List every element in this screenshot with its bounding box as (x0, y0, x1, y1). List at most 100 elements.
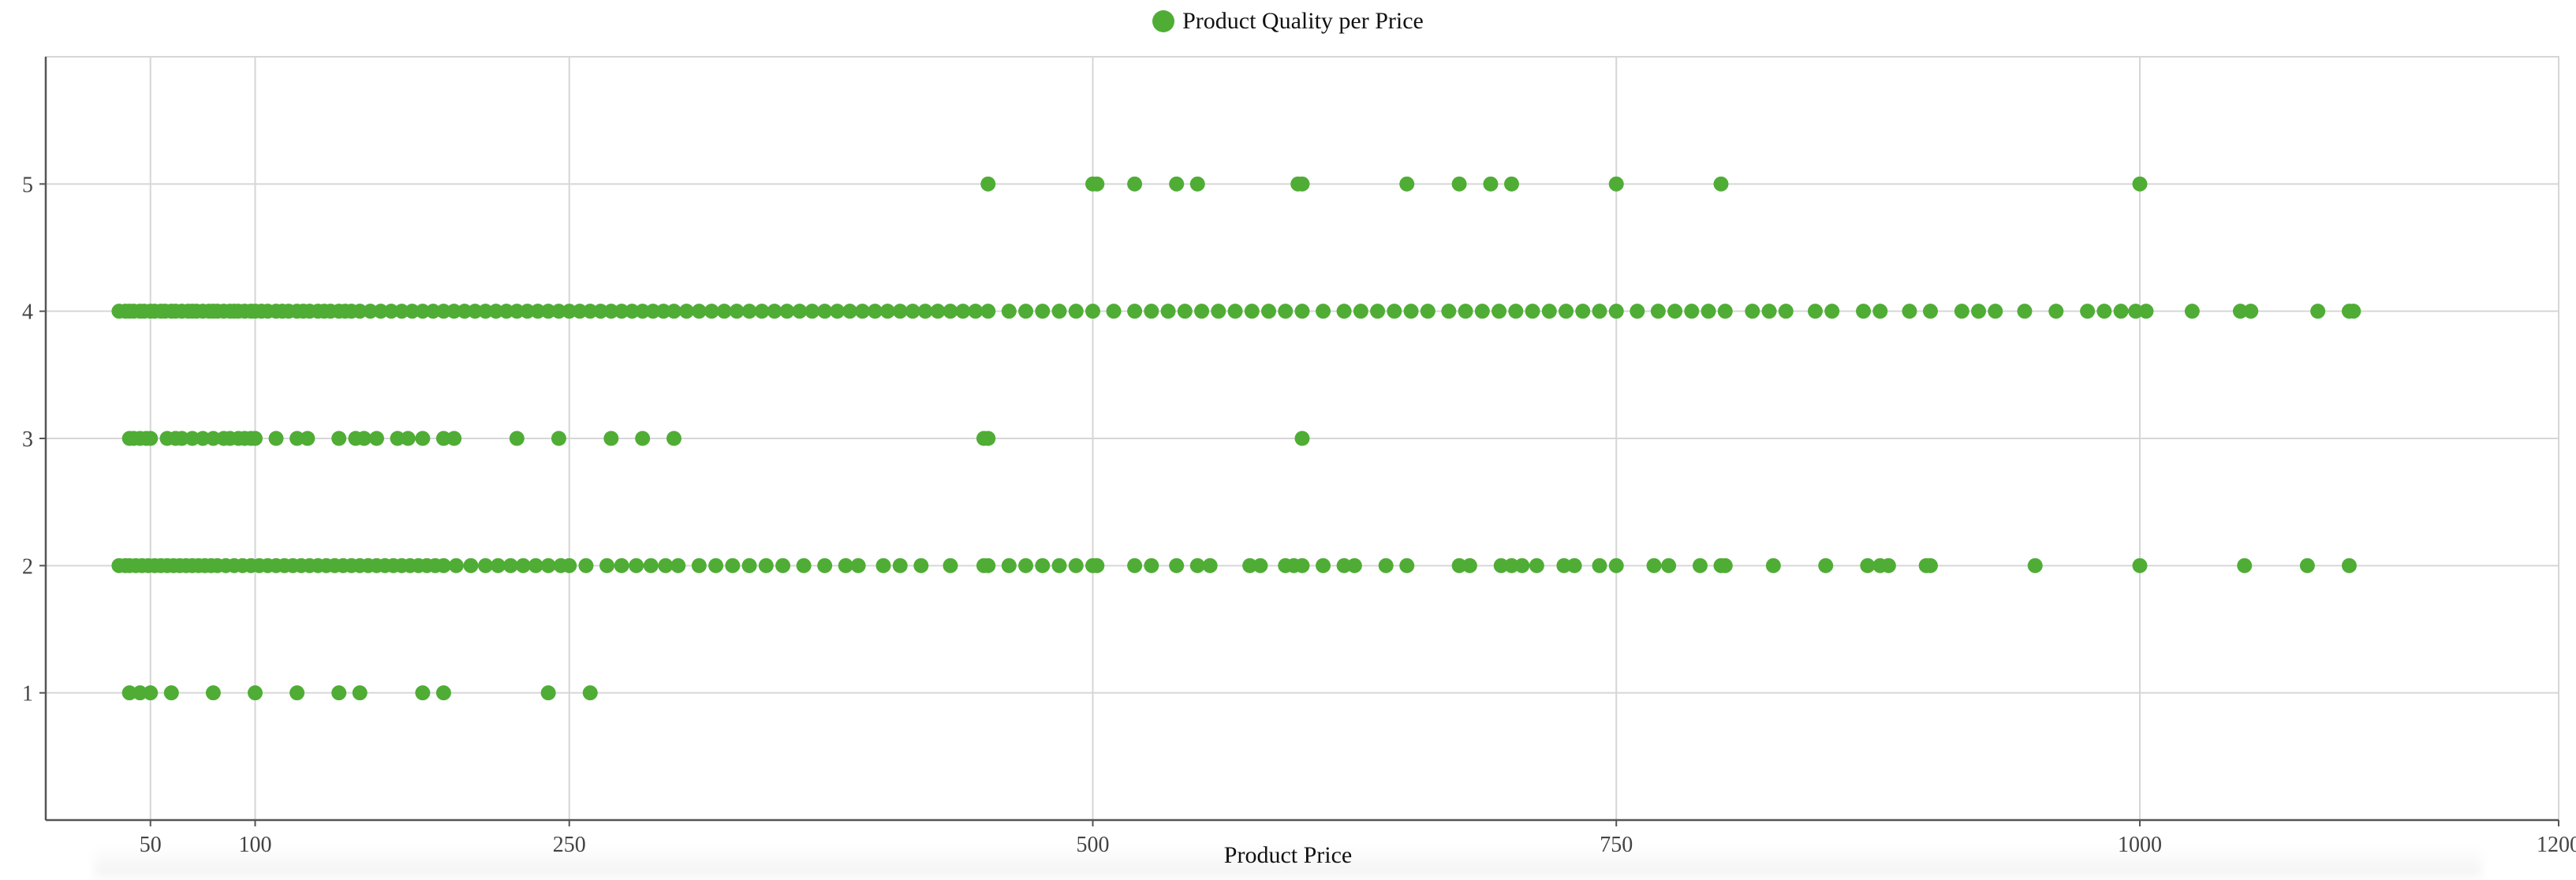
data-point[interactable] (1378, 557, 1394, 573)
data-point[interactable] (1294, 304, 1310, 319)
data-point[interactable] (1420, 304, 1435, 319)
data-point[interactable] (1127, 304, 1143, 319)
data-point[interactable] (509, 304, 525, 319)
data-point[interactable] (2243, 304, 2259, 319)
data-point[interactable] (352, 685, 368, 701)
data-point[interactable] (502, 557, 518, 573)
data-point[interactable] (708, 557, 724, 573)
data-point[interactable] (435, 304, 451, 319)
data-point[interactable] (1529, 557, 1544, 573)
data-point[interactable] (1860, 557, 1876, 573)
data-point[interactable] (498, 304, 514, 319)
data-point[interactable] (1242, 557, 1258, 573)
data-point[interactable] (1051, 304, 1067, 319)
data-point[interactable] (1661, 557, 1677, 573)
data-point[interactable] (805, 304, 820, 319)
data-point[interactable] (425, 304, 441, 319)
data-point[interactable] (2237, 557, 2253, 573)
data-point[interactable] (572, 304, 588, 319)
data-point[interactable] (490, 557, 506, 573)
data-point[interactable] (1370, 304, 1386, 319)
data-point[interactable] (289, 431, 305, 446)
data-point[interactable] (817, 557, 833, 573)
data-point[interactable] (968, 304, 984, 319)
data-point[interactable] (1514, 557, 1530, 573)
data-point[interactable] (582, 685, 598, 701)
data-point[interactable] (368, 431, 384, 446)
data-point[interactable] (1001, 557, 1017, 573)
data-point[interactable] (582, 304, 598, 319)
data-point[interactable] (754, 304, 770, 319)
data-point[interactable] (955, 304, 971, 319)
data-point[interactable] (562, 557, 577, 573)
data-point[interactable] (1872, 304, 1888, 319)
data-point[interactable] (716, 304, 732, 319)
data-point[interactable] (1169, 557, 1185, 573)
data-point[interactable] (2096, 304, 2112, 319)
data-point[interactable] (530, 304, 546, 319)
data-point[interactable] (1035, 304, 1051, 319)
data-point[interactable] (1018, 304, 1034, 319)
data-point[interactable] (917, 304, 933, 319)
data-point[interactable] (1387, 304, 1402, 319)
data-point[interactable] (775, 557, 791, 573)
data-point[interactable] (1227, 304, 1243, 319)
data-point[interactable] (892, 557, 908, 573)
data-point[interactable] (678, 304, 694, 319)
data-point[interactable] (551, 431, 566, 446)
data-point[interactable] (143, 431, 159, 446)
data-point[interactable] (121, 685, 137, 701)
data-point[interactable] (1491, 304, 1507, 319)
data-point[interactable] (943, 304, 958, 319)
data-point[interactable] (1316, 557, 1331, 573)
data-point[interactable] (875, 557, 891, 573)
data-point[interactable] (850, 557, 866, 573)
data-point[interactable] (1646, 557, 1662, 573)
data-point[interactable] (1508, 304, 1524, 319)
data-point[interactable] (1294, 176, 1310, 192)
data-point[interactable] (1261, 304, 1277, 319)
data-point[interactable] (435, 557, 451, 573)
data-point[interactable] (1954, 304, 1969, 319)
data-point[interactable] (467, 304, 483, 319)
data-point[interactable] (435, 431, 451, 446)
data-point[interactable] (1244, 304, 1260, 319)
data-point[interactable] (1592, 557, 1607, 573)
data-point[interactable] (2128, 304, 2144, 319)
data-point[interactable] (1144, 557, 1159, 573)
data-point[interactable] (1089, 176, 1105, 192)
data-point[interactable] (2342, 557, 2357, 573)
data-point[interactable] (980, 431, 996, 446)
data-point[interactable] (1441, 304, 1457, 319)
data-point[interactable] (1127, 557, 1143, 573)
data-point[interactable] (1765, 557, 1781, 573)
data-point[interactable] (792, 304, 808, 319)
data-point[interactable] (1189, 557, 1205, 573)
data-point[interactable] (704, 304, 719, 319)
data-point[interactable] (185, 431, 200, 446)
data-point[interactable] (540, 685, 556, 701)
data-point[interactable] (2048, 304, 2064, 319)
data-point[interactable] (614, 557, 629, 573)
data-point[interactable] (435, 685, 451, 701)
data-point[interactable] (373, 304, 389, 319)
data-point[interactable] (1106, 304, 1122, 319)
data-point[interactable] (1902, 304, 1917, 319)
data-point[interactable] (1923, 304, 1938, 319)
data-point[interactable] (1399, 557, 1415, 573)
data-point[interactable] (1278, 304, 1294, 319)
data-point[interactable] (509, 431, 525, 446)
data-point[interactable] (405, 304, 420, 319)
data-point[interactable] (1160, 304, 1176, 319)
data-point[interactable] (1575, 304, 1591, 319)
data-point[interactable] (645, 304, 661, 319)
data-point[interactable] (1713, 176, 1729, 192)
data-point[interactable] (2310, 304, 2326, 319)
data-point[interactable] (1253, 557, 1268, 573)
data-point[interactable] (1211, 304, 1226, 319)
data-point[interactable] (1856, 304, 1872, 319)
data-point[interactable] (1202, 557, 1218, 573)
data-point[interactable] (758, 557, 774, 573)
data-point[interactable] (1778, 304, 1794, 319)
data-point[interactable] (463, 557, 479, 573)
